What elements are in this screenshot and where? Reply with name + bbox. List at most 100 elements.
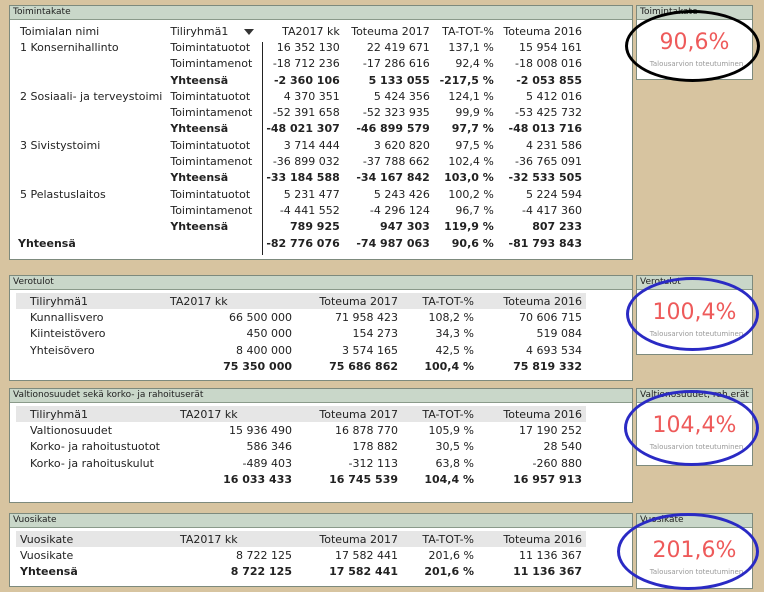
cell: 137,1 % [448, 40, 494, 54]
table-row: Valtionosuudet 15 936 490 16 878 770 105,9 … [16, 422, 586, 438]
column-header[interactable]: Toteuma 2016 [478, 531, 586, 548]
cell: 11 136 367 [513, 565, 582, 579]
table-row: Kiinteistövero 450 000 154 273 34,3 % 519 08… [16, 326, 586, 342]
cell: -4 417 360 [522, 203, 582, 217]
table-row: Korko- ja rahoituskulut -489 403 -312 113 6… [16, 455, 586, 471]
cell: 100,2 % [448, 187, 494, 201]
panel-title: Verotulot [10, 276, 632, 290]
table-total-row: Yhteensä -82 776 076 -74 987 063 90,6 % … [16, 235, 586, 251]
column-header[interactable]: TA-TOT-% [442, 24, 494, 38]
column-header[interactable]: TA-TOT-% [402, 531, 478, 548]
cell: -46 899 579 [356, 122, 430, 136]
valtionosuudet-panel: Valtionosuudet sekä korko- ja rahoituser… [9, 388, 633, 503]
column-header[interactable]: TA-TOT-% [402, 406, 478, 423]
cell: 807 233 [532, 220, 582, 234]
cell: 17 582 441 [335, 548, 398, 562]
column-header-sortable[interactable]: Tiliryhmä1 [166, 23, 262, 39]
cell: 4 370 351 [283, 89, 340, 103]
cell: 34,3 % [435, 327, 474, 341]
cell: 3 620 820 [373, 138, 430, 152]
cell: 3 Sivistystoimi [20, 138, 101, 152]
cell: -4 296 124 [369, 203, 430, 217]
column-header[interactable]: Toteuma 2017 [296, 531, 402, 548]
table-row: 5 Pelastuslaitos Toimintatuotot 5 231 477 5… [16, 186, 586, 202]
highlight-ring [617, 513, 759, 590]
column-header[interactable]: TA2017 kk [166, 293, 296, 310]
cell: 5 424 356 [373, 89, 430, 103]
table-row: Toimintamenot -4 441 552 -4 296 124 96,7 % -… [16, 202, 586, 218]
cell: -312 113 [348, 456, 398, 470]
cell: -2 360 106 [273, 73, 340, 87]
cell [16, 170, 166, 186]
cell: 66 500 000 [229, 310, 292, 324]
sort-down-icon[interactable] [244, 28, 255, 35]
column-header[interactable]: Toteuma 2017 [296, 406, 402, 423]
cell: 11 136 367 [519, 548, 582, 562]
cell: -82 776 076 [266, 236, 340, 250]
cell: 15 936 490 [229, 423, 292, 437]
verotulot-table: Tiliryhmä1 TA2017 kk Toteuma 2017 TA-TOT… [16, 293, 586, 374]
column-header[interactable]: Vuosikate [16, 531, 176, 548]
table-header: Tiliryhmä1 TA2017 kk Toteuma 2017 TA-TOT… [16, 293, 586, 310]
table-row: Toimintamenot -36 899 032 -37 788 662 102,4… [16, 153, 586, 169]
cell: 5 412 016 [526, 89, 582, 103]
column-divider [262, 42, 263, 255]
column-header[interactable]: Toteuma 2017 [296, 293, 402, 310]
toimintakate-panel: Toimintakate Toimialan nimi Tiliryhmä1 T… [9, 5, 633, 260]
cell: 947 303 [380, 220, 430, 234]
column-header[interactable]: Toimialan nimi [20, 24, 100, 38]
column-header[interactable]: Toteuma 2016 [478, 293, 586, 310]
column-header[interactable]: Tiliryhmä1 [16, 406, 176, 423]
cell: 16 878 770 [335, 423, 398, 437]
table-row: 3 Sivistystoimi Toimintatuotot 3 714 444 3 … [16, 137, 586, 153]
cell: Vuosikate [20, 548, 74, 562]
panel-title: Valtionosuudet sekä korko- ja rahoituser… [10, 389, 632, 403]
cell: 17 582 441 [329, 565, 398, 579]
panel-title: Toimintakate [10, 6, 632, 20]
column-header[interactable]: Toteuma 2017 [351, 24, 430, 38]
cell: -217,5 % [439, 73, 494, 87]
cell: Toimintamenot [170, 57, 253, 71]
highlight-ring [626, 277, 759, 351]
cell: 104,4 % [424, 472, 474, 486]
cell: 97,7 % [451, 122, 494, 136]
table-row: Yhteensä -2 360 106 5 133 055 -217,5 % -2 05… [16, 72, 586, 88]
cell: 30,5 % [435, 440, 474, 454]
column-header[interactable]: TA2017 kk [176, 531, 296, 548]
cell: 90,6 % [451, 236, 494, 250]
highlight-ring [625, 10, 760, 82]
cell: -37 788 662 [362, 155, 430, 169]
cell: 201,6 % [424, 565, 474, 579]
cell [16, 153, 166, 169]
cell: 105,9 % [428, 423, 474, 437]
table-header: Tiliryhmä1 TA2017 kk Toteuma 2017 TA-TOT… [16, 406, 586, 423]
cell: 5 243 426 [373, 187, 430, 201]
cell: -489 403 [242, 456, 292, 470]
cell [16, 56, 166, 72]
cell: 22 419 671 [366, 40, 430, 54]
cell: 42,5 % [435, 343, 474, 357]
column-header[interactable]: TA2017 kk [282, 24, 340, 38]
column-header[interactable]: Tiliryhmä1 [16, 293, 166, 310]
column-header[interactable]: Toteuma 2016 [478, 406, 586, 423]
table-header: Toimialan nimi Tiliryhmä1 TA2017 kk Tote… [16, 23, 586, 39]
cell: -36 899 032 [272, 155, 340, 169]
cell: Toimintamenot [170, 106, 253, 120]
cell: 102,4 % [448, 155, 494, 169]
column-header[interactable]: Toteuma 2016 [503, 24, 582, 38]
cell [16, 121, 166, 137]
cell: -2 053 855 [516, 73, 582, 87]
cell: 2 Sosiaali- ja terveystoimi [20, 89, 163, 103]
table-row: Yhteensä 789 925 947 303 119,9 % 807 233 [16, 219, 586, 235]
cell [16, 72, 166, 88]
column-header[interactable]: TA2017 kk [176, 406, 296, 423]
vuosikate-table: Vuosikate TA2017 kk Toteuma 2017 TA-TOT-… [16, 531, 586, 580]
table-row: 1 Konsernihallinto Toimintatuotot 16 352 1… [16, 39, 586, 55]
table-row: Kunnallisvero 66 500 000 71 958 423 108,2 %… [16, 309, 586, 325]
cell: 789 925 [290, 220, 340, 234]
column-header[interactable]: TA-TOT-% [402, 293, 478, 310]
cell [16, 202, 166, 218]
cell: -74 987 063 [356, 236, 430, 250]
cell: Korko- ja rahoitustuotot [30, 440, 160, 454]
cell: 178 882 [352, 440, 399, 454]
